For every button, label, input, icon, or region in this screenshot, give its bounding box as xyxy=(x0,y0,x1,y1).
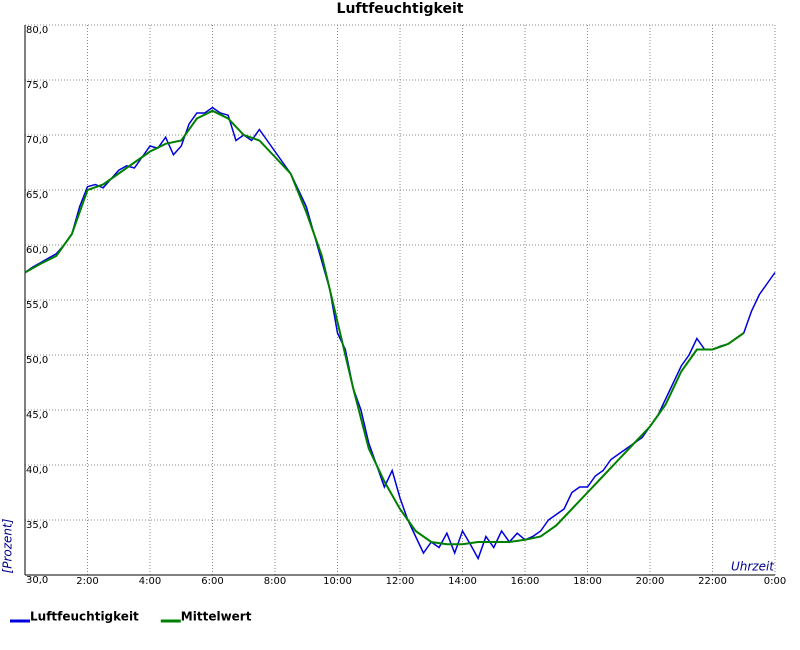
y-tick-label: 45,0 xyxy=(26,410,48,421)
x-tick-label: 0:00 xyxy=(764,576,786,587)
chart-title: Luftfeuchtigkeit xyxy=(337,1,464,17)
x-tick-label: 22:00 xyxy=(698,576,727,587)
x-tick-label: 12:00 xyxy=(386,576,415,587)
x-tick-label: 10:00 xyxy=(323,576,352,587)
x-tick-label: 16:00 xyxy=(511,576,540,587)
y-tick-label: 75,0 xyxy=(26,80,48,91)
x-axis-label: Uhrzeit xyxy=(731,560,775,574)
y-tick-label: 55,0 xyxy=(26,300,48,311)
legend-label: Mittelwert xyxy=(181,610,252,624)
x-tick-label: 6:00 xyxy=(201,576,223,587)
y-tick-label: 40,0 xyxy=(26,465,48,476)
y-axis-label: [Prozent] xyxy=(1,518,15,573)
y-tick-label: 35,0 xyxy=(26,520,48,531)
x-tick-label: 20:00 xyxy=(636,576,665,587)
x-tick-label: 18:00 xyxy=(573,576,602,587)
y-tick-label: 80,0 xyxy=(26,25,48,36)
x-tick-label: 14:00 xyxy=(448,576,477,587)
x-tick-label: 8:00 xyxy=(264,576,286,587)
y-tick-label: 60,0 xyxy=(26,245,48,256)
y-tick-label: 50,0 xyxy=(26,355,48,366)
series-line xyxy=(24,109,745,546)
y-tick-label: 30,0 xyxy=(26,575,48,586)
x-tick-label: 2:00 xyxy=(76,576,98,587)
legend-label: Luftfeuchtigkeit xyxy=(30,610,139,624)
x-tick-label: 4:00 xyxy=(139,576,161,587)
y-tick-label: 70,0 xyxy=(26,135,48,146)
y-tick-label: 65,0 xyxy=(26,190,48,201)
